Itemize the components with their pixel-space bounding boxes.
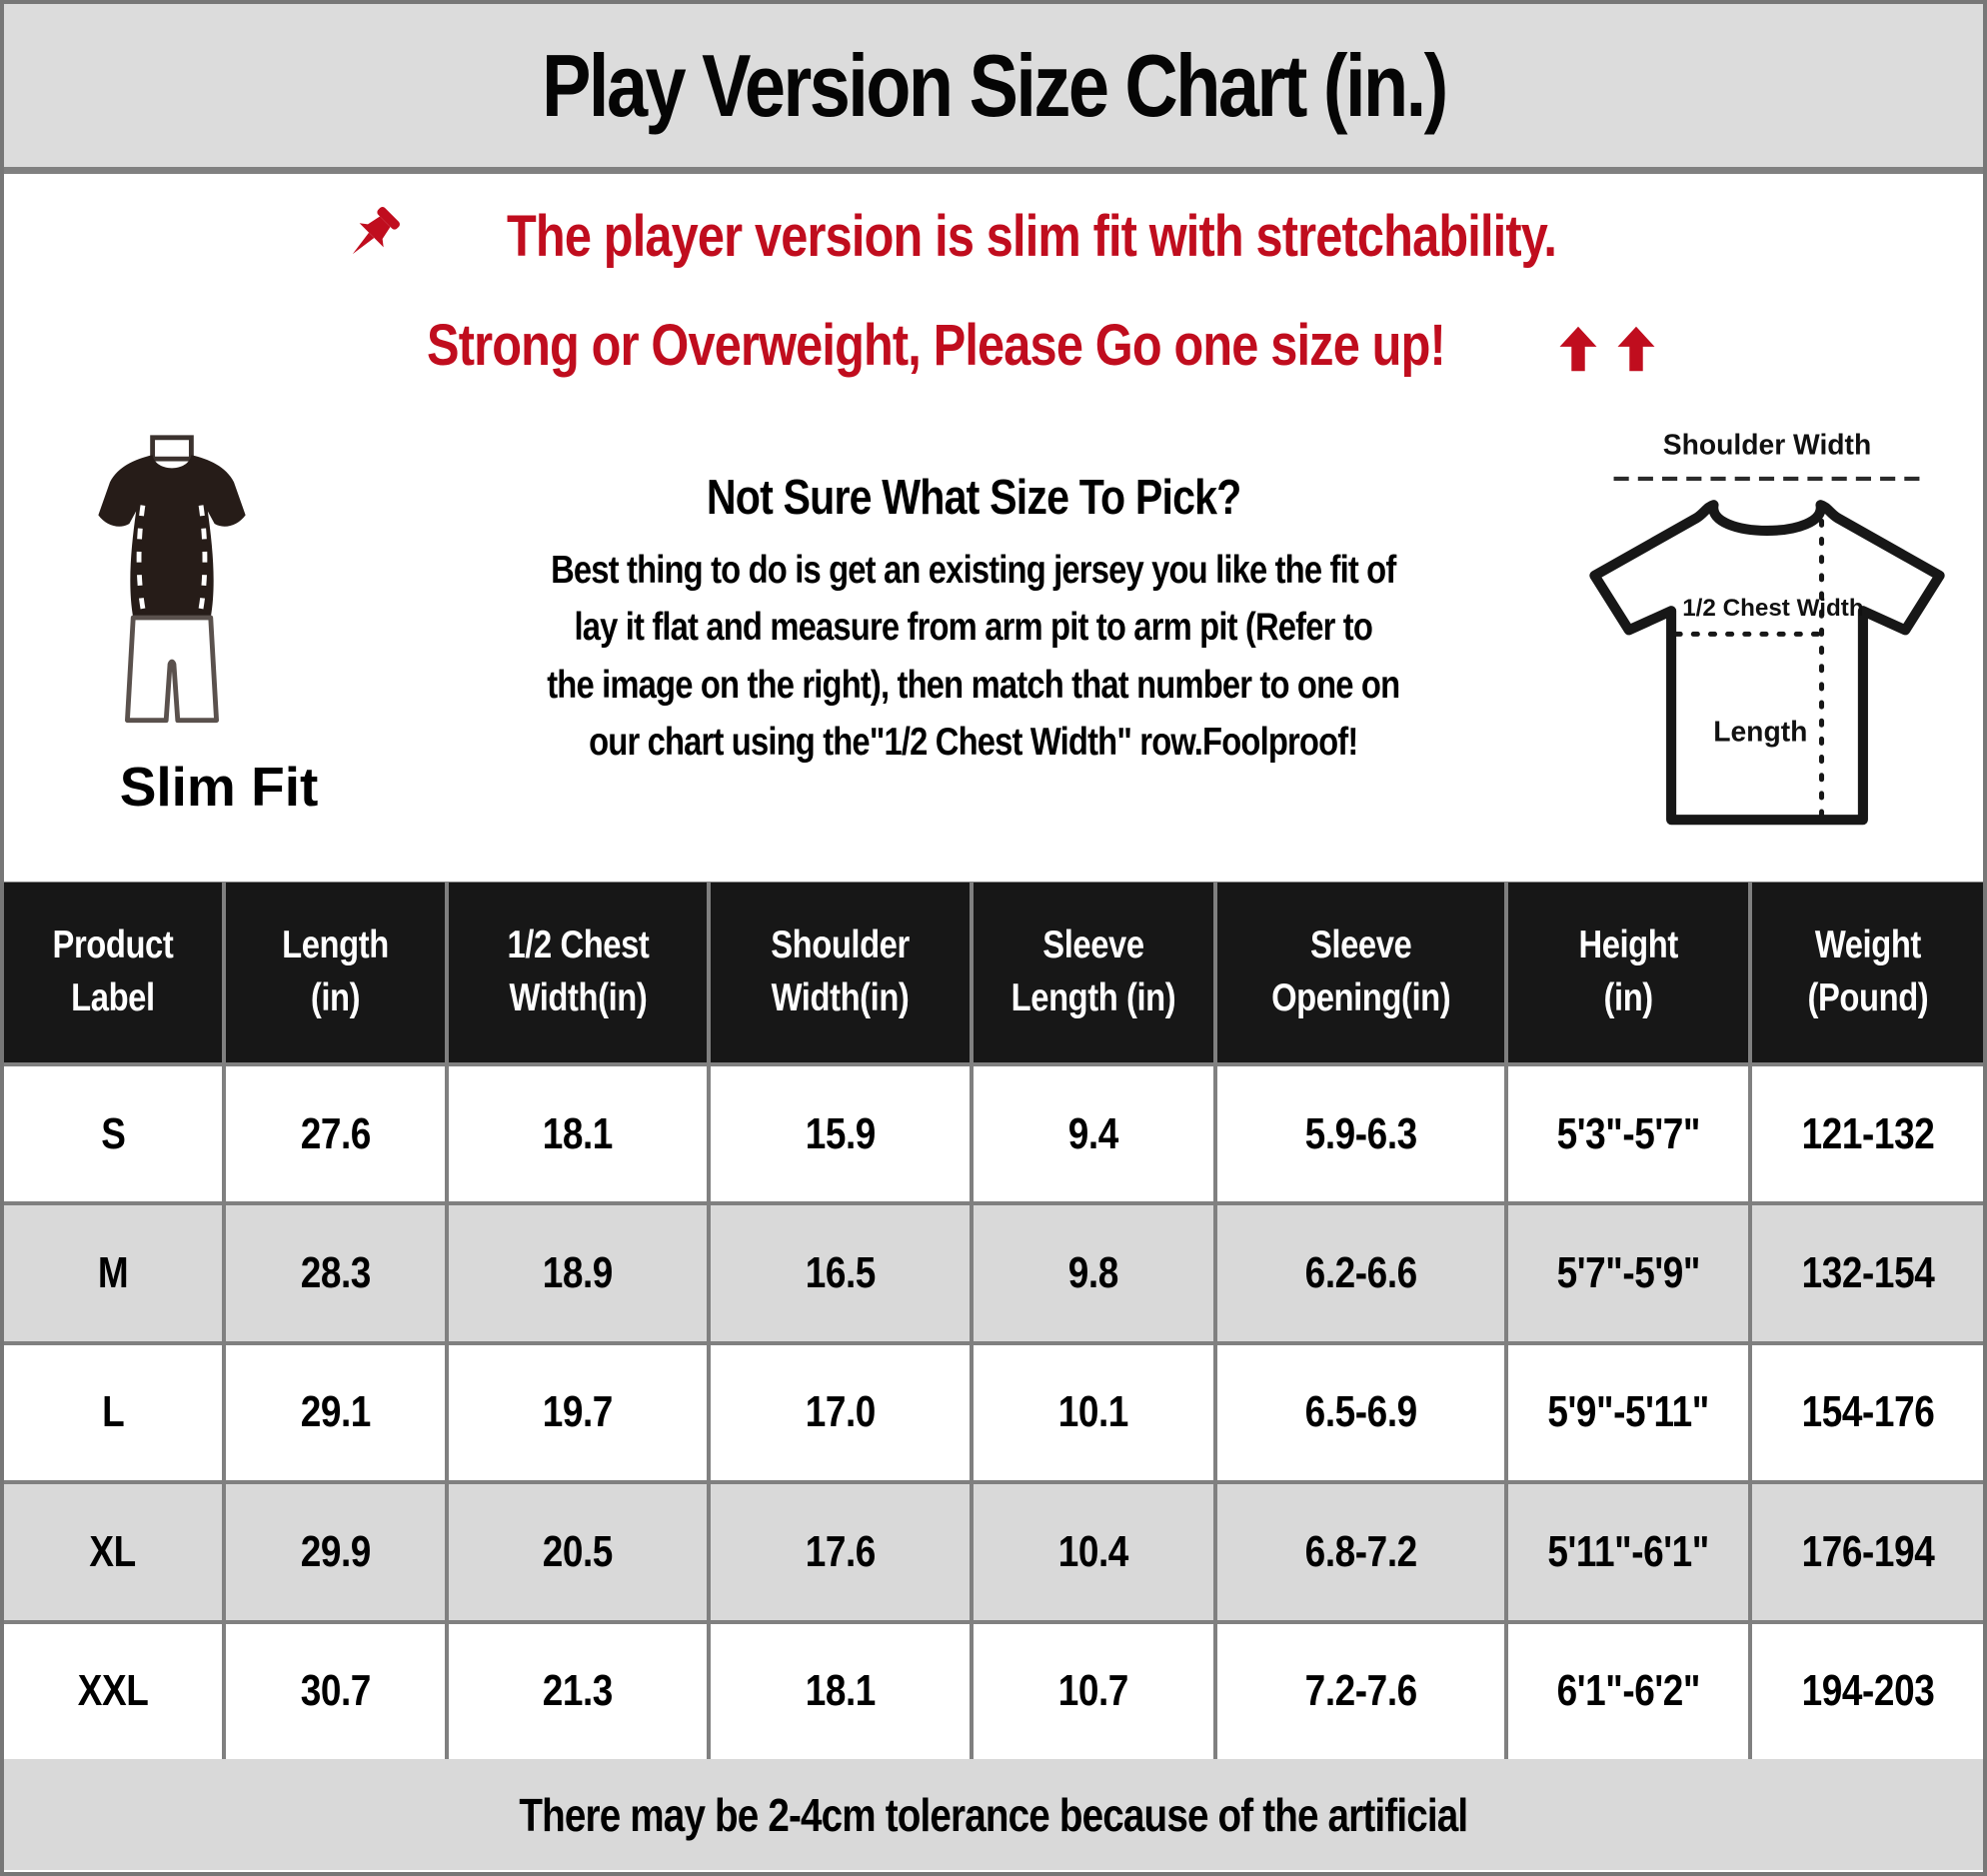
table-cell: 16.5 — [711, 1205, 971, 1341]
notice-line-2: Strong or Overweight, Please Go one size… — [4, 312, 1983, 379]
diagram-shoulder-label: Shoulder Width — [1663, 429, 1871, 461]
tolerance-note-text: There may be 2-4cm tolerance because of … — [519, 1788, 1469, 1841]
header-cell: Sleeve Opening(in) — [1216, 883, 1504, 1062]
table-cell: 17.6 — [711, 1484, 971, 1620]
table-cell: 30.7 — [225, 1623, 445, 1759]
content-area: The player version is slim fit with stre… — [4, 174, 1983, 882]
header-cell: Shoulder Width(in) — [711, 883, 971, 1062]
table-cell: 7.2-7.6 — [1216, 1623, 1504, 1759]
table-cell: 15.9 — [711, 1066, 971, 1202]
row-label: XL — [4, 1484, 222, 1620]
table-cell: 5.9-6.3 — [1216, 1066, 1504, 1202]
table-cell: 27.6 — [225, 1066, 445, 1202]
table-cell: 5'7"-5'9" — [1507, 1205, 1749, 1341]
header-cell: Weight (Pound) — [1752, 883, 1983, 1062]
notice-line-2-text: Strong or Overweight, Please Go one size… — [426, 313, 1446, 378]
slim-fit-block: Slim Fit — [84, 432, 364, 819]
table-cell: 18.1 — [448, 1066, 708, 1202]
table-cell: 6.5-6.9 — [1216, 1344, 1504, 1481]
slim-fit-outfit-icon — [98, 435, 246, 724]
tshirt-measurement-diagram: Shoulder Width 1/2 Chest Width Length — [1589, 429, 1945, 826]
table-cell: 132-154 — [1752, 1205, 1983, 1341]
table-cell: 6.2-6.6 — [1216, 1205, 1504, 1341]
row-label: M — [4, 1205, 222, 1341]
table-cell: 121-132 — [1752, 1066, 1983, 1202]
row-label: XXL — [4, 1623, 222, 1759]
header-cell: Length (in) — [225, 883, 445, 1062]
tolerance-note: There may be 2-4cm tolerance because of … — [4, 1759, 1983, 1870]
arrow-up-icon — [1617, 326, 1655, 371]
notice-line-1: The player version is slim fit with stre… — [4, 196, 1983, 276]
row-label: S — [4, 1066, 222, 1202]
pushpin-icon — [352, 207, 400, 255]
measurement-diagram: Shoulder Width 1/2 Chest Width Length — [1555, 424, 1979, 864]
diagram-chest-label: 1/2 Chest Width — [1682, 595, 1863, 622]
header-cell: Sleeve Length (in) — [974, 883, 1213, 1062]
page-title: Play Version Size Chart (in.) — [456, 35, 1532, 137]
header-cell: Product Label — [4, 883, 222, 1062]
table-cell: 5'11"-6'1" — [1507, 1484, 1749, 1620]
row-label: L — [4, 1344, 222, 1481]
table-cell: 21.3 — [448, 1623, 708, 1759]
table-cell: 194-203 — [1752, 1623, 1983, 1759]
table-cell: 9.4 — [974, 1066, 1213, 1202]
table-cell: 28.3 — [225, 1205, 445, 1341]
notice-line-1-text: The player version is slim fit with stre… — [506, 203, 1557, 269]
page-title-text: Play Version Size Chart (in.) — [541, 35, 1448, 135]
table-cell: 29.9 — [225, 1484, 445, 1620]
table-cell: 176-194 — [1752, 1484, 1983, 1620]
title-bar: Play Version Size Chart (in.) — [4, 4, 1983, 174]
table-cell: 18.1 — [711, 1623, 971, 1759]
table-cell: 5'9"-5'11" — [1507, 1344, 1749, 1481]
slim-fit-label: Slim Fit — [119, 756, 319, 818]
table-cell: 19.7 — [448, 1344, 708, 1481]
table-cell: 17.0 — [711, 1344, 971, 1481]
table-cell: 6.8-7.2 — [1216, 1484, 1504, 1620]
table-cell: 29.1 — [225, 1344, 445, 1481]
table-cell: 154-176 — [1752, 1344, 1983, 1481]
table-cell: 10.4 — [974, 1484, 1213, 1620]
diagram-length-label: Length — [1713, 715, 1807, 747]
table-cell: 20.5 — [448, 1484, 708, 1620]
size-help-body: Best thing to do is get an existing jers… — [547, 549, 1400, 764]
table-cell: 6'1"-6'2" — [1507, 1623, 1749, 1759]
table-cell: 10.1 — [974, 1344, 1213, 1481]
header-cell: Height (in) — [1507, 883, 1749, 1062]
size-help-heading: Not Sure What Size To Pick? — [706, 471, 1241, 525]
table-cell: 9.8 — [974, 1205, 1213, 1341]
table-cell: 18.9 — [448, 1205, 708, 1341]
header-cell: 1/2 Chest Width(in) — [448, 883, 708, 1062]
table-cell: 5'3"-5'7" — [1507, 1066, 1749, 1202]
table-cell: 10.7 — [974, 1623, 1213, 1759]
arrow-up-icon — [1559, 326, 1597, 371]
size-help-block: Not Sure What Size To Pick? Best thing t… — [424, 470, 1523, 771]
size-table: Product Label Length (in) 1/2 Chest Width(… — [4, 882, 1983, 1759]
